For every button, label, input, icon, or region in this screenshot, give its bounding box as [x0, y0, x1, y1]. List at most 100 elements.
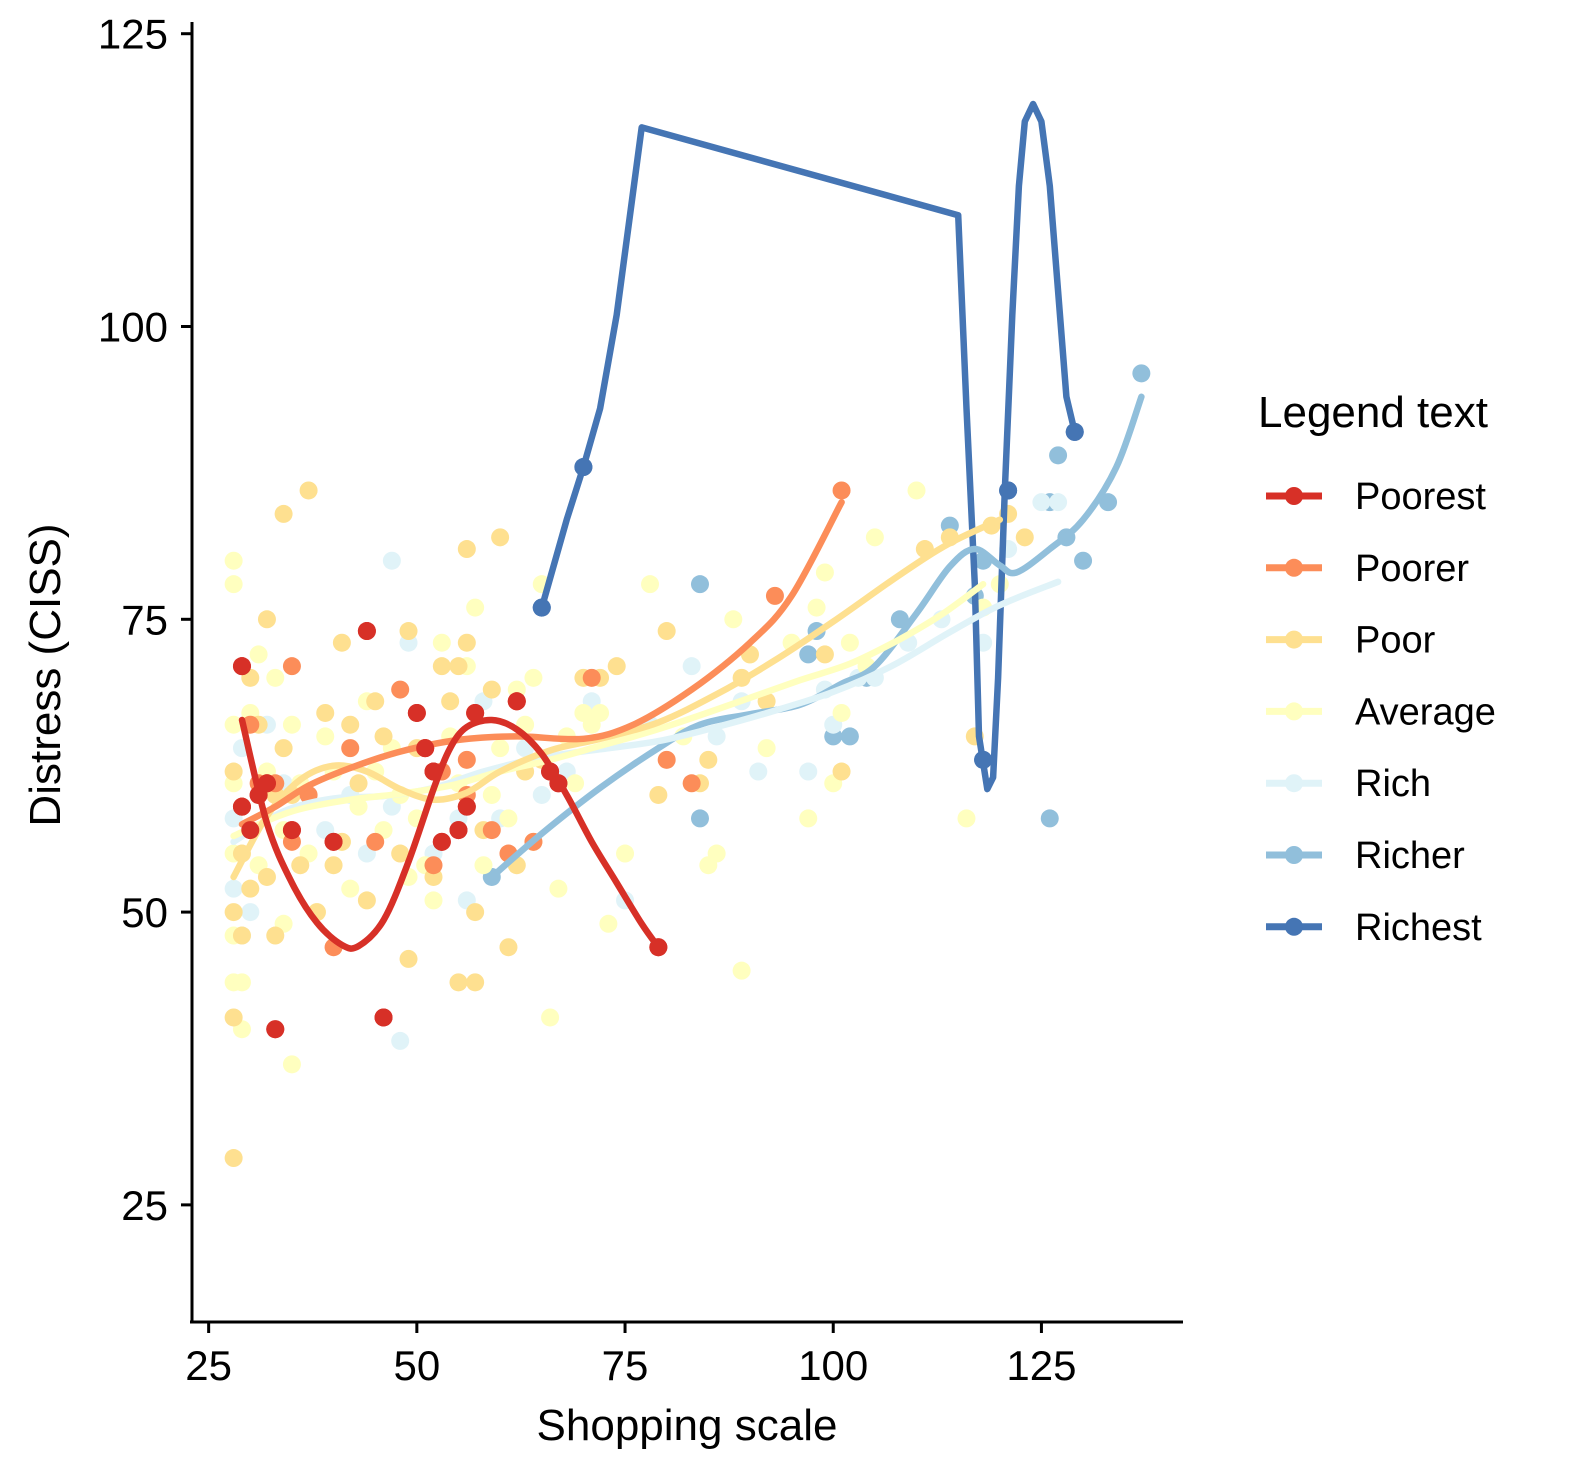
data-point-poorer: [341, 739, 360, 758]
y-axis-label: Distress (CISS): [21, 523, 70, 826]
data-point-average: [316, 727, 335, 746]
data-point-poor: [266, 926, 285, 945]
data-point-poorest: [649, 938, 668, 957]
points-poor: [224, 481, 1034, 1168]
legend-swatch-point: [1285, 487, 1303, 505]
trend-line-richer: [488, 393, 1145, 881]
data-point-rich: [1049, 493, 1068, 512]
data-point-average: [566, 774, 585, 793]
data-point-poorer: [582, 668, 601, 687]
data-point-richest: [974, 750, 993, 769]
y-tick-label: 25: [121, 1182, 168, 1229]
legend: Legend text Poorest Poorer Poor Average Rich…: [1258, 388, 1496, 949]
legend-swatch-point: [1285, 917, 1303, 936]
legend-item-poorer: Poorer: [1266, 548, 1469, 590]
data-point-poorest: [266, 1020, 285, 1039]
data-point-average: [482, 785, 501, 804]
legend-swatch-point: [1285, 846, 1303, 864]
data-point-poor: [257, 610, 276, 629]
data-point-poor: [449, 657, 468, 676]
data-point-poor: [399, 622, 418, 641]
data-point-poorest: [449, 821, 468, 840]
data-point-poor: [457, 633, 476, 652]
data-point-poor: [657, 622, 676, 641]
data-point-average: [266, 668, 285, 687]
data-point-richest: [999, 481, 1018, 500]
legend-label: Poorer: [1355, 548, 1469, 590]
points-richer: [482, 364, 1151, 886]
data-point-poor: [224, 762, 243, 781]
data-point-poor: [291, 856, 310, 875]
data-point-poorer: [282, 657, 301, 676]
data-point-poor: [274, 504, 293, 523]
ticks-layer: 25 50 75 100 125 25 50 75 100 125: [98, 11, 1077, 1389]
x-tick-label: 50: [393, 1342, 440, 1389]
data-point-poor: [349, 774, 368, 793]
points-poorest-top: [232, 622, 668, 1039]
data-point-average: [424, 891, 443, 910]
data-point-average: [224, 715, 243, 734]
axes-layer: [190, 22, 1183, 1324]
data-point-richer: [1099, 493, 1118, 512]
data-point-poorest: [416, 739, 435, 758]
data-point-poor: [441, 692, 460, 711]
data-point-poorer: [457, 750, 476, 769]
data-point-poorest: [407, 703, 426, 722]
data-point-poor: [332, 633, 351, 652]
data-point-poorest: [432, 832, 451, 851]
data-point-average: [549, 879, 568, 898]
data-point-poorest: [357, 622, 376, 641]
data-point-poor: [491, 528, 510, 547]
x-tick-label: 125: [1006, 1342, 1076, 1389]
data-point-poor: [324, 856, 343, 875]
data-point-poor: [432, 657, 451, 676]
data-point-poor: [257, 867, 276, 886]
trend-line-poor: [230, 516, 1004, 881]
data-point-richer: [799, 645, 818, 664]
data-point-poorer: [366, 832, 385, 851]
curves-layer: [230, 100, 1145, 1039]
data-point-poorest: [507, 692, 526, 711]
y-tick-label: 75: [121, 596, 168, 643]
x-axis-label: Shopping scale: [537, 1401, 838, 1450]
data-point-average: [840, 633, 859, 652]
data-point-rich: [241, 903, 260, 922]
data-point-average: [282, 1055, 301, 1074]
data-point-poor: [224, 1149, 243, 1168]
data-point-rich: [532, 785, 551, 804]
y-tick-label: 50: [121, 889, 168, 936]
data-point-poorest: [232, 657, 251, 676]
data-point-poorest: [232, 797, 251, 816]
legend-swatch-point: [1285, 702, 1303, 721]
data-point-richer: [1074, 551, 1093, 570]
data-point-poor: [316, 703, 335, 722]
legend-swatch-point: [1285, 774, 1303, 793]
data-point-poor: [649, 785, 668, 804]
legend-item-poor: Poor: [1266, 620, 1436, 662]
data-point-poor: [607, 657, 626, 676]
trend-line-poorer: [238, 498, 845, 828]
data-point-rich: [749, 762, 768, 781]
data-point-average: [832, 703, 851, 722]
data-point-poorest: [424, 762, 443, 781]
data-point-poorest: [324, 832, 343, 851]
x-tick-label: 25: [185, 1342, 232, 1389]
data-point-poorer: [682, 774, 701, 793]
data-point-average: [591, 703, 610, 722]
legend-items: Poorest Poorer Poor Average Rich Richer Riches…: [1266, 476, 1496, 949]
data-point-poor: [299, 481, 318, 500]
data-point-poorest: [374, 1008, 393, 1027]
data-point-richest: [532, 598, 551, 617]
data-point-average: [815, 563, 834, 582]
data-point-poor: [699, 750, 718, 769]
data-point-poor: [499, 938, 518, 957]
data-point-average: [249, 645, 268, 664]
data-point-average: [616, 844, 635, 863]
data-point-richer: [840, 727, 859, 746]
data-point-richer: [1049, 446, 1068, 465]
data-point-average: [232, 973, 251, 992]
y-tick-label: 125: [98, 11, 168, 58]
legend-label: Poorest: [1355, 476, 1486, 518]
data-point-rich: [224, 879, 243, 898]
data-point-poorer: [765, 586, 784, 605]
